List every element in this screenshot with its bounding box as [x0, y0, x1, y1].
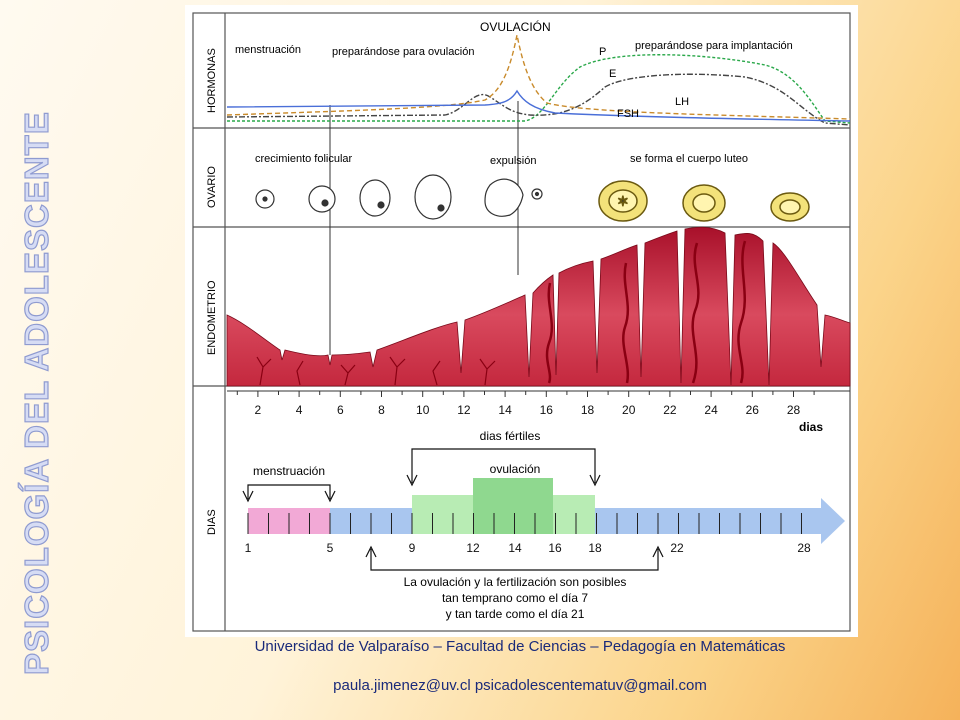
day-axis-label: 2: [255, 403, 262, 417]
svg-text:✶: ✶: [617, 193, 629, 209]
label-preparandose-ovulacion: preparándose para ovulación: [332, 46, 475, 58]
label-crecimiento-folicular: crecimiento folicular: [255, 153, 353, 165]
timeline-num-16: 16: [548, 541, 562, 555]
progesterone-curve: [227, 54, 851, 124]
label-cuerpo-luteo: se forma el cuerpo luteo: [630, 153, 748, 165]
label-progesterone: P: [599, 46, 606, 58]
label-menstruacion-timeline: menstruación: [253, 464, 325, 478]
day-axis-label: 8: [378, 403, 385, 417]
section-label-hormonas: HORMONAS: [206, 48, 218, 113]
follicle-3: [359, 179, 391, 217]
follicle-2: [308, 185, 336, 213]
day-axis-label: 20: [622, 403, 636, 417]
note-line-1: La ovulación y la fertilización son posi…: [404, 575, 627, 589]
label-estrogen: E: [609, 68, 616, 80]
fertile-bracket: [411, 448, 596, 483]
label-lh: LH: [675, 96, 689, 108]
day-axis-label: 4: [296, 403, 303, 417]
note-line-3: y tan tarde como el día 21: [446, 607, 585, 621]
menstruation-bracket: [247, 484, 331, 499]
day-axis-label: 10: [416, 403, 430, 417]
side-title: PSICOLOGÍA DEL ADOLESCENTE: [17, 111, 55, 676]
label-ovulacion-title: OVULACIÓN: [480, 19, 551, 34]
day-axis-label: 18: [581, 403, 595, 417]
day-axis-unit: dias: [799, 420, 823, 434]
fsh-curve: [226, 89, 851, 122]
possibility-bracket: [370, 549, 659, 571]
follicle-4: [414, 174, 452, 220]
timeline-arrow-head: [821, 498, 845, 544]
timeline-num-18: 18: [588, 541, 602, 555]
day-axis: 2 4 6 8 10 12 14 16 18 20 22 24 26 28 dias: [227, 390, 850, 434]
timeline-bar: [247, 478, 845, 544]
corpus-luteum: ✶: [598, 180, 810, 222]
timeline-num-12: 12: [466, 541, 480, 555]
timeline-num-22: 22: [670, 541, 684, 555]
day-axis-label: 22: [663, 403, 677, 417]
timeline-num-5: 5: [327, 541, 334, 555]
hormone-curves: [226, 34, 851, 126]
day-axis-label: 28: [787, 403, 801, 417]
label-preparandose-implantacion: preparándose para implantación: [635, 40, 793, 52]
day-axis-label: 12: [457, 403, 471, 417]
day-axis-label: 26: [746, 403, 760, 417]
ovulation-segment: [473, 478, 553, 534]
day-axis-label: 6: [337, 403, 344, 417]
ruptured-follicle: [484, 178, 524, 217]
post-ovulation-segment: [595, 508, 823, 534]
label-fsh: FSH: [617, 108, 639, 120]
label-ovulacion-timeline: ovulación: [490, 462, 541, 476]
follicles: [255, 174, 543, 220]
spiral-arteries: [545, 240, 747, 384]
note-line-2: tan temprano como el día 7: [442, 591, 588, 605]
timeline-numbers: 1 5 9 12 14 16 18 22 28: [245, 541, 811, 555]
label-dias-fertiles: dias fértiles: [480, 429, 541, 443]
footer-emails: paula.jimenez@uv.cl psicadolescentematuv…: [333, 677, 707, 694]
timeline-num-28: 28: [797, 541, 811, 555]
label-expulsion: expulsión: [490, 155, 536, 167]
timeline-num-1: 1: [245, 541, 252, 555]
side-title-text: PSICOLOGÍA DEL ADOLESCENTE: [18, 111, 55, 675]
section-label-endometrio: ENDOMETRIO: [206, 280, 218, 355]
menstrual-cycle-diagram: HORMONAS OVARIO ENDOMETRIO DIAS menstrua…: [185, 5, 858, 637]
section-label-dias: DIAS: [206, 509, 218, 535]
footer-institution: Universidad de Valparaíso – Facultad de …: [254, 638, 786, 655]
day-axis-label: 16: [540, 403, 554, 417]
timeline-num-9: 9: [409, 541, 416, 555]
endometrium-layer: [226, 226, 851, 387]
day-axis-label: 24: [704, 403, 718, 417]
label-menstruacion-hormonas: menstruación: [235, 44, 301, 56]
day-axis-label: 14: [498, 403, 512, 417]
timeline-num-14: 14: [508, 541, 522, 555]
section-label-ovario: OVARIO: [206, 166, 218, 208]
endometrium-glands: [256, 356, 496, 386]
estrogen-curve: [226, 73, 851, 126]
